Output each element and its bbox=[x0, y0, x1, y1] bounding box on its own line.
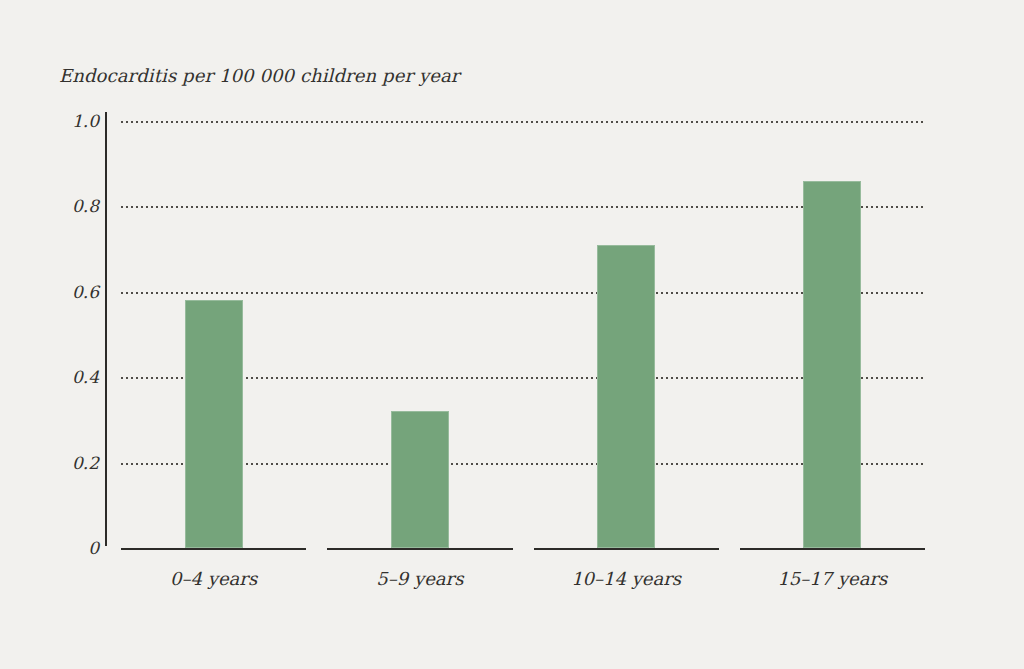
chart-canvas: Endocarditis per 100 000 children per ye… bbox=[0, 0, 1024, 669]
y-tick-label: 0.2 bbox=[39, 455, 99, 472]
x-tick-label: 0–4 years bbox=[124, 568, 304, 590]
y-tick-label: 0.8 bbox=[39, 198, 99, 215]
bar bbox=[185, 300, 243, 548]
y-tick-label: 1.0 bbox=[39, 113, 99, 130]
plot-area: 1.0 0.8 0.6 0.4 0.2 0 0–4 years 5–9 years 10–14 … bbox=[0, 0, 1024, 669]
x-axis-segment bbox=[327, 548, 512, 550]
gridline bbox=[121, 121, 925, 123]
y-tick-label: 0.4 bbox=[39, 369, 99, 386]
y-axis-line bbox=[105, 112, 107, 546]
x-axis-segment bbox=[534, 548, 719, 550]
bar bbox=[391, 411, 449, 548]
x-tick-label: 15–17 years bbox=[742, 568, 922, 590]
y-tick-label: 0 bbox=[39, 540, 99, 557]
x-axis-segment bbox=[740, 548, 925, 550]
bar bbox=[597, 245, 655, 548]
x-tick-label: 10–14 years bbox=[536, 568, 716, 590]
x-tick-label: 5–9 years bbox=[330, 568, 510, 590]
x-axis-segment bbox=[121, 548, 306, 550]
y-tick-label: 0.6 bbox=[39, 284, 99, 301]
bar bbox=[803, 181, 861, 548]
